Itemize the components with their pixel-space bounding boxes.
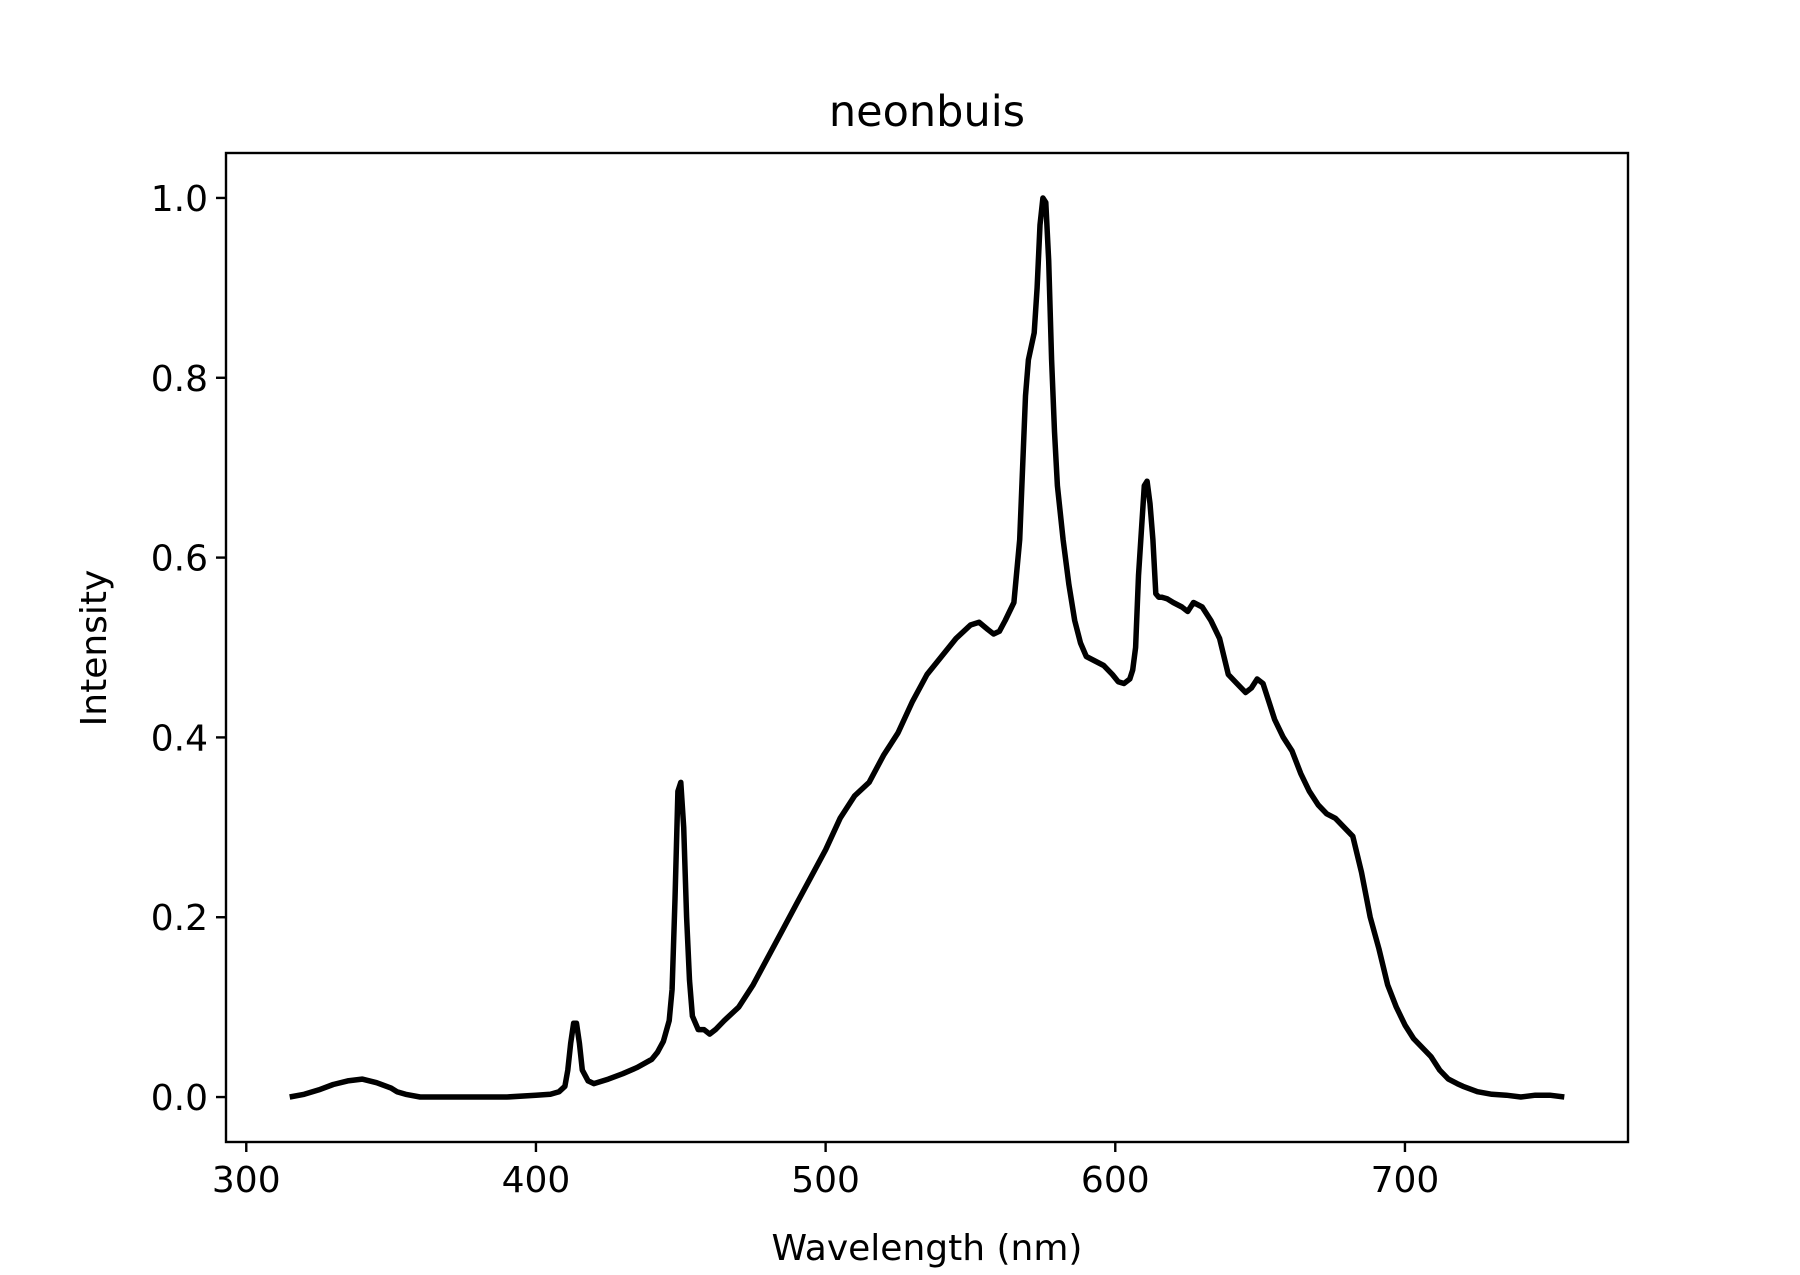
x-tick-label: 500 [791,1160,860,1201]
x-tick-label: 400 [502,1160,571,1201]
y-tick-label: 0.8 [151,359,208,400]
y-tick-label: 0.0 [151,1078,208,1119]
y-tick-label: 0.2 [151,898,208,939]
x-tick-label: 600 [1081,1160,1150,1201]
x-tick-label: 700 [1371,1160,1440,1201]
y-tick-label: 0.4 [151,718,208,759]
y-tick-label: 0.6 [151,539,208,580]
x-tick-label: 300 [212,1160,281,1201]
y-axis-label: Intensity [74,570,115,727]
y-tick-label: 1.0 [151,179,208,220]
chart-title: neonbuis [829,87,1025,137]
x-axis-label: Wavelength (nm) [772,1228,1083,1269]
